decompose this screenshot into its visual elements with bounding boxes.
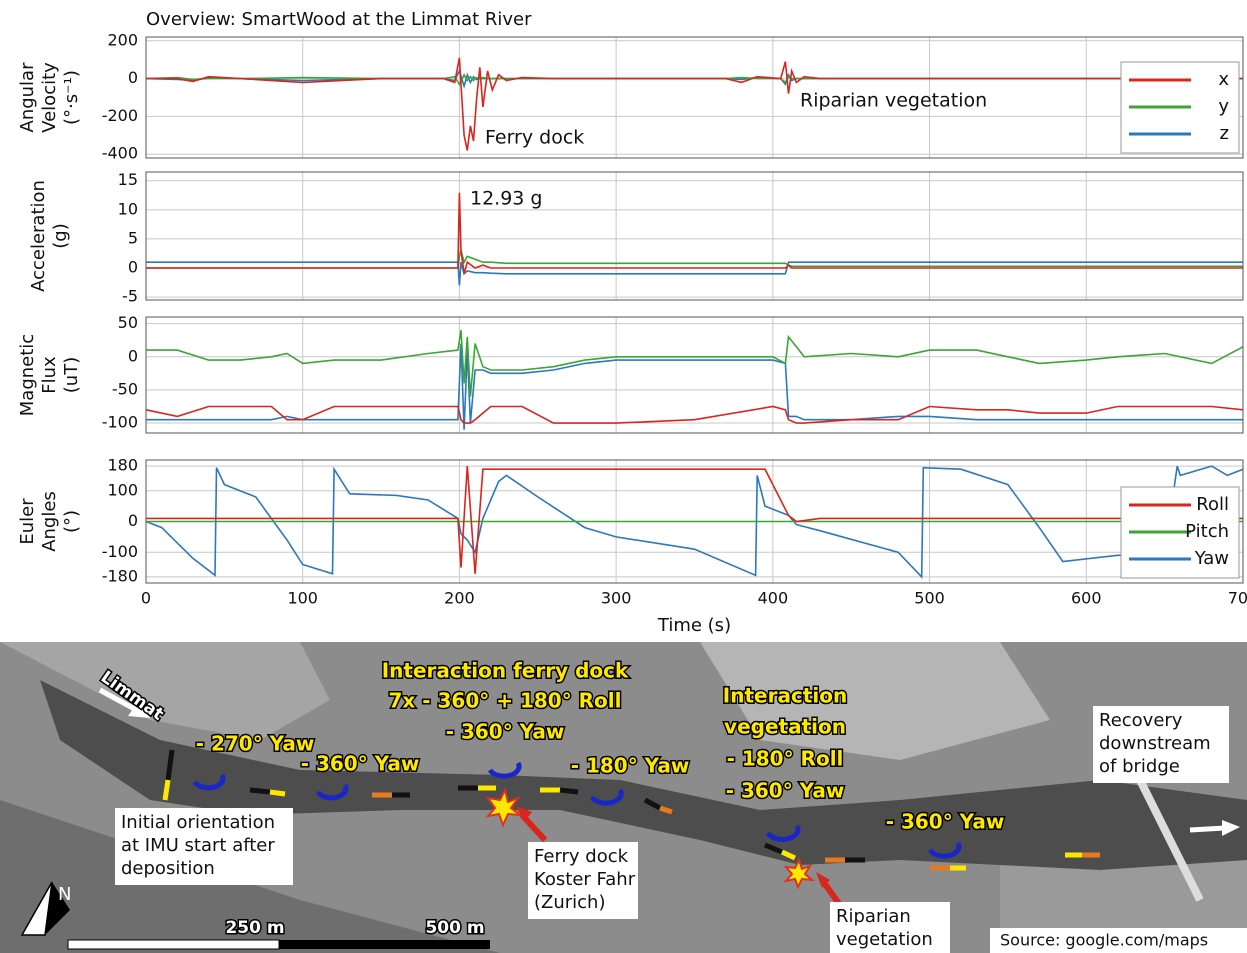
y-axis-label: (°·s⁻¹) bbox=[61, 70, 82, 125]
y-tick-label: -100 bbox=[102, 413, 138, 432]
y-tick-label: 0 bbox=[128, 258, 138, 277]
note-text: Recovery bbox=[1099, 710, 1183, 731]
legend-label: Yaw bbox=[1194, 548, 1229, 569]
y-axis-label: (g) bbox=[50, 223, 71, 248]
source-text: Source: google.com/maps bbox=[1000, 931, 1208, 950]
x-tick-label: 600 bbox=[1071, 589, 1102, 608]
y-tick-label: 0 bbox=[128, 68, 138, 87]
y-tick-label: 10 bbox=[118, 199, 138, 218]
y-axis-label: Velocity bbox=[39, 62, 60, 133]
y-tick-label: 100 bbox=[107, 480, 138, 499]
plot-frame bbox=[146, 172, 1243, 300]
y-tick-label: 180 bbox=[107, 456, 138, 475]
y-tick-label: 5 bbox=[128, 228, 138, 247]
x-tick-label: 200 bbox=[444, 589, 475, 608]
map-label: 7x - 360° + 180° Roll bbox=[388, 689, 621, 713]
data-line bbox=[146, 58, 1243, 151]
x-tick-label: 700 bbox=[1228, 589, 1247, 608]
legend-label: Pitch bbox=[1185, 521, 1229, 542]
x-tick-label: 300 bbox=[601, 589, 632, 608]
y-tick-label: -200 bbox=[102, 106, 138, 125]
map-label: - 360° Yaw bbox=[886, 810, 1005, 834]
note-text: Initial orientation bbox=[121, 812, 275, 833]
y-tick-label: 15 bbox=[118, 170, 138, 189]
y-tick-label: -50 bbox=[112, 379, 138, 398]
y-tick-label: 200 bbox=[107, 30, 138, 49]
annotation: Ferry dock bbox=[485, 127, 584, 149]
y-tick-label: -400 bbox=[102, 144, 138, 163]
y-tick-label: 0 bbox=[128, 346, 138, 365]
plot-frame bbox=[146, 37, 1243, 158]
data-line bbox=[146, 251, 1243, 269]
y-axis-label: Angles bbox=[39, 491, 60, 552]
map-label: - 360° Yaw bbox=[446, 720, 565, 744]
map-label: Interaction ferry dock bbox=[382, 659, 629, 683]
note-text: Ferry dock bbox=[534, 846, 629, 867]
y-axis-label: (°) bbox=[61, 510, 82, 533]
data-line bbox=[146, 407, 1243, 424]
legend-label: y bbox=[1218, 96, 1229, 117]
map-label: - 180° Yaw bbox=[571, 754, 690, 778]
x-axis-label: Time (s) bbox=[657, 615, 731, 636]
x-tick-label: 100 bbox=[287, 589, 318, 608]
y-axis-label: Magnetic bbox=[17, 334, 38, 416]
y-tick-label: -100 bbox=[102, 542, 138, 561]
x-tick-label: 500 bbox=[914, 589, 945, 608]
scale-bar bbox=[279, 940, 490, 949]
legend-label: Roll bbox=[1196, 494, 1229, 515]
north-label: N bbox=[58, 884, 71, 905]
figure: 200 0 -200 -400 AngularVelocity(°·s⁻¹) Overvi… bbox=[0, 0, 1247, 953]
map-label: - 270° Yaw bbox=[196, 732, 315, 756]
flow-arrow bbox=[1190, 828, 1225, 830]
y-axis-label: Euler bbox=[17, 498, 38, 545]
y-tick-label: 0 bbox=[128, 511, 138, 530]
map-label: - 180° Roll bbox=[727, 747, 844, 771]
data-line bbox=[146, 330, 1243, 396]
note-text: Riparian bbox=[836, 906, 911, 927]
scale-bar bbox=[68, 940, 279, 949]
note-text: downstream bbox=[1099, 733, 1211, 754]
x-tick-label: 400 bbox=[758, 589, 789, 608]
map-label: Interaction bbox=[723, 684, 847, 708]
scale-label: 500 m bbox=[425, 918, 484, 938]
legend-label: z bbox=[1220, 123, 1229, 144]
note-text: Koster Fahr bbox=[534, 869, 636, 890]
map-label: - 360° Yaw bbox=[301, 752, 420, 776]
note-text: vegetation bbox=[836, 929, 933, 950]
y-axis-label: Angular bbox=[17, 62, 38, 133]
y-axis-label: (uT) bbox=[61, 357, 82, 393]
y-axis-label: Acceleration bbox=[28, 180, 49, 292]
scale-label: 250 m bbox=[225, 918, 284, 938]
data-line bbox=[146, 466, 1243, 574]
annotation: Riparian vegetation bbox=[800, 90, 987, 112]
note-text: deposition bbox=[121, 858, 215, 879]
map-label: - 360° Yaw bbox=[726, 779, 845, 803]
chart-title: Overview: SmartWood at the Limmat River bbox=[146, 9, 532, 30]
note-text: of bridge bbox=[1099, 756, 1180, 777]
y-tick-label: -5 bbox=[122, 287, 138, 306]
y-tick-label: -180 bbox=[102, 566, 138, 585]
note-text: at IMU start after bbox=[121, 835, 275, 856]
note-text: (Zurich) bbox=[534, 892, 606, 913]
x-tick-label: 0 bbox=[141, 589, 151, 608]
legend-label: x bbox=[1218, 69, 1229, 90]
y-axis-label: Flux bbox=[39, 356, 60, 394]
map-label: vegetation bbox=[724, 715, 846, 739]
annotation: 12.93 g bbox=[470, 188, 543, 210]
y-tick-label: 50 bbox=[118, 313, 138, 332]
